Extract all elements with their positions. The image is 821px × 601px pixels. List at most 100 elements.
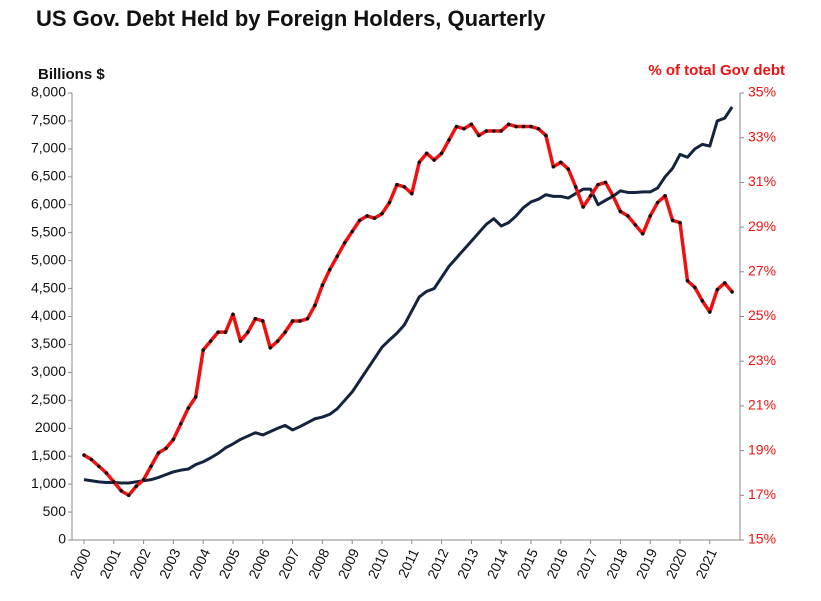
point-marker [596,182,600,187]
point-marker [320,283,325,288]
y-tick-label: 5,000 [31,251,66,267]
point-marker [186,406,191,410]
point-marker [663,194,667,198]
point-marker [633,223,638,227]
x-tick-label: 2010 [364,546,392,581]
x-tick-label: 2015 [513,546,541,581]
point-marker [104,471,109,475]
y-axis-label: Billions $ [38,66,105,83]
y2-axis-label: % of total Gov debt [648,62,785,79]
point-marker [246,330,250,334]
point-marker [119,489,124,493]
point-marker [491,129,496,133]
point-marker [708,310,712,314]
point-marker [670,218,675,223]
x-tick-label: 2012 [424,546,452,581]
series-line [83,122,734,498]
x-tick-label: 2002 [126,546,154,581]
point-marker [268,345,273,350]
point-marker [201,348,205,352]
y2-tick-label: 27% [748,263,776,279]
y-tick-label: 6,000 [31,195,66,211]
point-marker [484,129,489,133]
point-marker [536,126,541,131]
point-marker [693,285,697,290]
point-marker [141,477,146,482]
point-marker [313,303,317,308]
point-marker [156,451,161,455]
point-marker [447,138,451,142]
point-marker [626,214,630,218]
x-tick-label: 2007 [275,546,303,581]
point-marker [134,484,138,489]
y-tick-label: 3,000 [31,363,66,379]
y-tick-label: 3,500 [31,335,66,351]
point-marker [357,218,362,223]
point-marker [544,133,548,138]
x-tick-label: 2006 [245,546,273,581]
point-marker [730,290,734,294]
x-tick-label: 2004 [186,546,214,581]
point-marker [149,464,153,469]
y2-tick-label: 33% [748,128,776,144]
x-tick-label: 2017 [573,546,601,581]
point-marker [700,299,705,303]
x-tick-label: 2005 [215,546,243,581]
y-tick-label: 8,000 [31,84,66,100]
x-tick-label: 2021 [692,546,720,581]
point-marker [424,151,429,156]
point-marker [611,194,615,198]
y2-tick-label: 25% [748,307,776,323]
y-tick-label: 1,500 [31,447,66,463]
point-marker [618,209,623,214]
point-marker [387,200,392,205]
x-tick-label: 2013 [454,546,482,581]
point-marker [179,421,183,426]
point-marker [559,160,563,165]
point-marker [261,319,265,323]
x-tick-label: 2011 [395,546,422,580]
series-line [83,106,734,485]
point-marker [588,194,593,198]
point-marker [469,122,474,127]
point-marker [581,205,585,209]
point-marker [164,446,168,451]
point-marker [298,319,302,323]
point-marker [715,287,720,292]
x-tick-label: 2009 [335,546,363,581]
x-tick-label: 2000 [66,546,94,581]
point-marker [112,480,116,484]
point-marker [238,339,243,343]
point-marker [640,232,645,236]
y2-tick-label: 29% [748,218,776,234]
point-marker [410,191,414,196]
y-tick-label: 7,000 [31,140,66,156]
y-tick-label: 500 [43,503,67,519]
point-marker [216,330,220,334]
point-marker [529,124,533,129]
y-tick-label: 1,000 [31,475,66,491]
point-marker [439,151,444,156]
y-tick-label: 2000 [35,419,66,435]
y2-tick-label: 15% [748,531,776,547]
y2-tick-label: 35% [748,84,776,100]
point-marker [722,281,727,285]
point-marker [82,453,86,457]
point-marker [685,278,690,283]
x-tick-label: 2008 [305,546,333,581]
point-marker [335,254,340,258]
chart-title: US Gov. Debt Held by Foreign Holders, Qu… [36,6,546,31]
point-marker [417,160,422,165]
y2-tick-label: 23% [748,352,776,368]
point-marker [573,185,578,189]
point-marker [126,493,131,498]
x-tick-label: 2019 [633,546,661,581]
point-marker [506,122,511,127]
x-tick-label: 2003 [156,546,184,581]
y2-tick-label: 17% [748,486,776,502]
point-marker [551,164,556,169]
point-marker [477,133,481,138]
y-tick-label: 7,500 [31,112,66,128]
